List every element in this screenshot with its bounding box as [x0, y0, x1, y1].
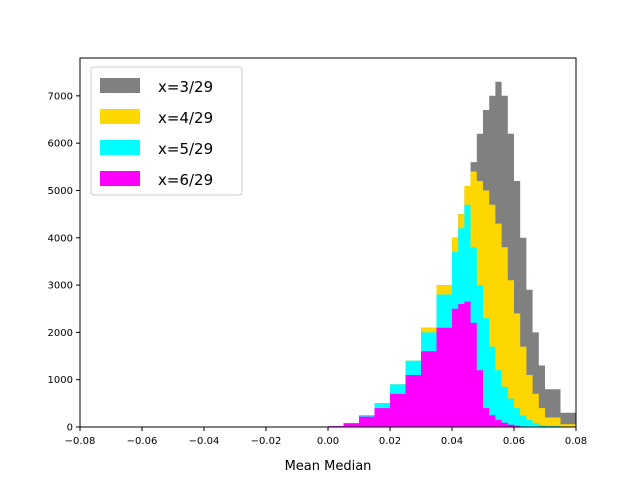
x-tick-label: 0.00: [317, 436, 339, 447]
legend: x=3/29 x=4/29 x=5/29 x=6/29: [90, 66, 243, 196]
y-tick-label: 0: [67, 423, 73, 434]
legend-swatch: [100, 109, 140, 124]
legend-swatch: [100, 171, 140, 186]
legend-swatch: [100, 140, 140, 155]
x-tick-label: 0.04: [441, 436, 463, 447]
series-area-4: [312, 301, 576, 427]
legend-swatch: [100, 78, 140, 93]
y-tick-label: 4000: [48, 233, 73, 244]
x-tick-label: −0.04: [189, 436, 220, 447]
x-tick-label: −0.08: [65, 436, 96, 447]
legend-label: x=3/29: [158, 78, 213, 96]
legend-box: [90, 66, 243, 196]
y-axis: 0 1000 2000 3000 4000 5000 6000 7000: [48, 91, 80, 434]
y-tick-label: 1000: [48, 375, 73, 386]
y-tick-label: 7000: [48, 91, 73, 102]
x-tick-label: −0.02: [251, 436, 282, 447]
x-axis: −0.08 −0.06 −0.04 −0.02 0.00 0.02 0.04 0.06 0.08: [65, 427, 587, 447]
x-tick-label: 0.08: [565, 436, 587, 447]
x-tick-label: 0.06: [503, 436, 525, 447]
legend-label: x=4/29: [158, 109, 213, 127]
legend-label: x=5/29: [158, 140, 213, 158]
x-tick-label: 0.02: [379, 436, 401, 447]
x-tick-label: −0.06: [127, 436, 158, 447]
series-area-3: [312, 204, 576, 427]
x-axis-title: Mean Median: [285, 459, 372, 474]
series-layer: [312, 81, 576, 427]
legend-label: x=6/29: [158, 171, 213, 189]
y-tick-label: 3000: [48, 281, 73, 292]
y-tick-label: 2000: [48, 328, 73, 339]
y-tick-label: 6000: [48, 139, 73, 150]
y-tick-label: 5000: [48, 186, 73, 197]
